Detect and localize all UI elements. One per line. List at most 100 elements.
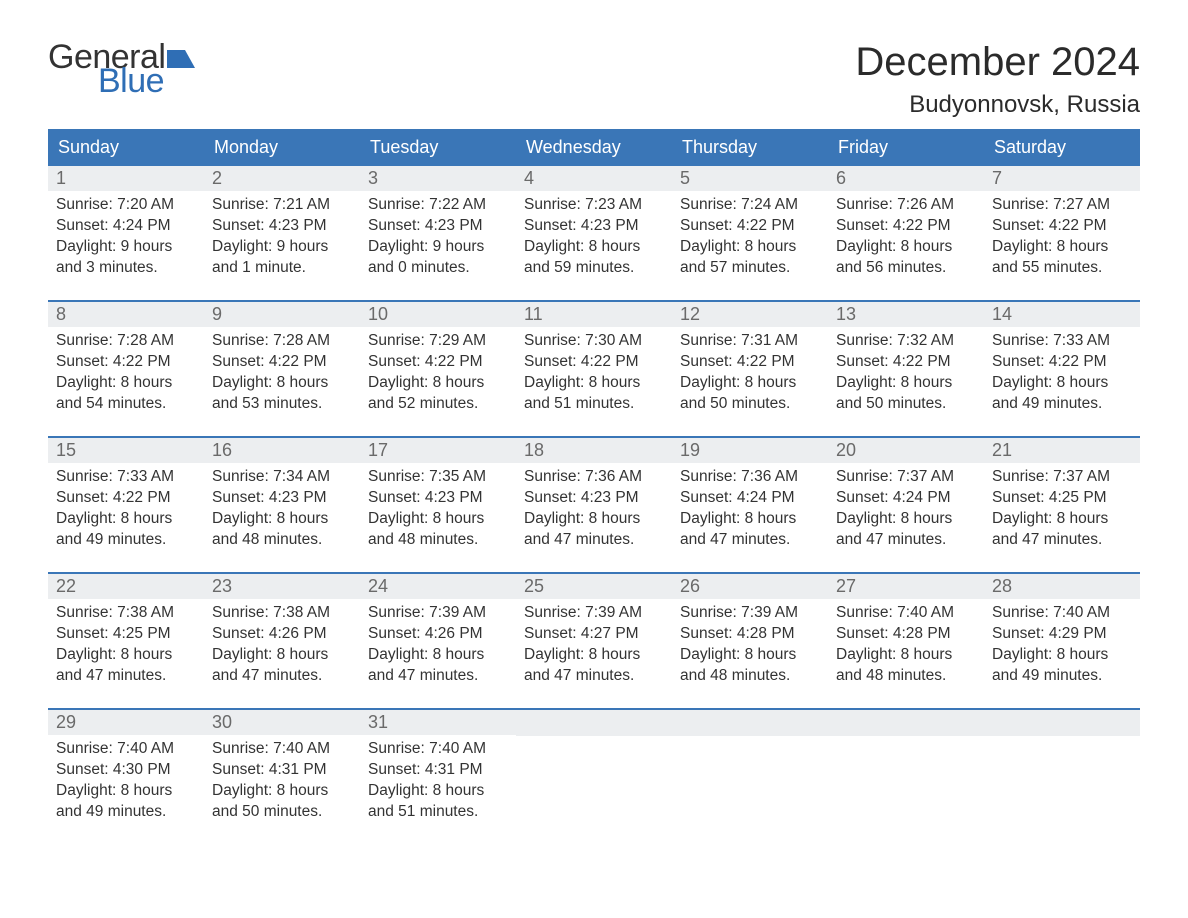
sunrise-text: Sunrise: 7:38 AM: [56, 603, 196, 624]
weekday-header: Thursday: [672, 129, 828, 166]
page: General Blue December 2024 Budyonnovsk, …: [0, 0, 1188, 872]
daynum-row: 10: [360, 302, 516, 327]
daynum-row: 16: [204, 438, 360, 463]
weekday-header: Wednesday: [516, 129, 672, 166]
calendar-day: 14Sunrise: 7:33 AMSunset: 4:22 PMDayligh…: [984, 302, 1140, 424]
calendar-day: 19Sunrise: 7:36 AMSunset: 4:24 PMDayligh…: [672, 438, 828, 560]
day-body: Sunrise: 7:22 AMSunset: 4:23 PMDaylight:…: [360, 191, 516, 287]
day-number: 7: [992, 168, 1002, 188]
daynum-row: 31: [360, 710, 516, 735]
daylight-text-1: Daylight: 8 hours: [368, 781, 508, 802]
sunset-text: Sunset: 4:23 PM: [524, 216, 664, 237]
day-body: Sunrise: 7:33 AMSunset: 4:22 PMDaylight:…: [984, 327, 1140, 423]
daynum-row: 9: [204, 302, 360, 327]
sunrise-text: Sunrise: 7:26 AM: [836, 195, 976, 216]
day-number: 26: [680, 576, 700, 596]
sunset-text: Sunset: 4:22 PM: [836, 352, 976, 373]
calendar-day: 21Sunrise: 7:37 AMSunset: 4:25 PMDayligh…: [984, 438, 1140, 560]
daylight-text-1: Daylight: 8 hours: [836, 645, 976, 666]
daylight-text-1: Daylight: 8 hours: [836, 237, 976, 258]
sunset-text: Sunset: 4:23 PM: [212, 488, 352, 509]
sunset-text: Sunset: 4:31 PM: [212, 760, 352, 781]
daylight-text-2: and 47 minutes.: [212, 666, 352, 687]
day-body: Sunrise: 7:40 AMSunset: 4:30 PMDaylight:…: [48, 735, 204, 831]
sunset-text: Sunset: 4:26 PM: [212, 624, 352, 645]
weeks-container: 1Sunrise: 7:20 AMSunset: 4:24 PMDaylight…: [48, 166, 1140, 832]
day-body: Sunrise: 7:39 AMSunset: 4:28 PMDaylight:…: [672, 599, 828, 695]
day-number: 23: [212, 576, 232, 596]
day-number: 22: [56, 576, 76, 596]
daynum-row: 23: [204, 574, 360, 599]
daylight-text-1: Daylight: 8 hours: [56, 373, 196, 394]
day-number: 31: [368, 712, 388, 732]
daynum-row: 27: [828, 574, 984, 599]
daylight-text-1: Daylight: 9 hours: [56, 237, 196, 258]
sunrise-text: Sunrise: 7:24 AM: [680, 195, 820, 216]
day-number: 17: [368, 440, 388, 460]
title-block: December 2024 Budyonnovsk, Russia: [855, 40, 1140, 119]
day-body: Sunrise: 7:40 AMSunset: 4:29 PMDaylight:…: [984, 599, 1140, 695]
day-number: 30: [212, 712, 232, 732]
calendar-day: 9Sunrise: 7:28 AMSunset: 4:22 PMDaylight…: [204, 302, 360, 424]
sunrise-text: Sunrise: 7:37 AM: [992, 467, 1132, 488]
day-number: 2: [212, 168, 222, 188]
calendar: Sunday Monday Tuesday Wednesday Thursday…: [48, 129, 1140, 832]
calendar-day: 4Sunrise: 7:23 AMSunset: 4:23 PMDaylight…: [516, 166, 672, 288]
daynum-row: 22: [48, 574, 204, 599]
daylight-text-2: and 47 minutes.: [680, 530, 820, 551]
daynum-row: 11: [516, 302, 672, 327]
weekday-header: Saturday: [984, 129, 1140, 166]
sunset-text: Sunset: 4:23 PM: [524, 488, 664, 509]
daylight-text-1: Daylight: 8 hours: [524, 373, 664, 394]
sunrise-text: Sunrise: 7:32 AM: [836, 331, 976, 352]
header: General Blue December 2024 Budyonnovsk, …: [48, 40, 1140, 119]
daynum-row: [828, 710, 984, 736]
logo: General Blue: [48, 40, 195, 98]
calendar-day: 26 Sunrise: 7:39 AMSunset: 4:28 PMDayligh…: [672, 574, 828, 696]
daylight-text-1: Daylight: 8 hours: [992, 645, 1132, 666]
day-body: Sunrise: 7:40 AMSunset: 4:28 PMDaylight:…: [828, 599, 984, 695]
day-body: Sunrise: 7:38 AMSunset: 4:25 PMDaylight:…: [48, 599, 204, 695]
daylight-text-1: Daylight: 8 hours: [368, 645, 508, 666]
calendar-day: 2Sunrise: 7:21 AMSunset: 4:23 PMDaylight…: [204, 166, 360, 288]
daylight-text-1: Daylight: 8 hours: [368, 373, 508, 394]
day-body: Sunrise: 7:33 AMSunset: 4:22 PMDaylight:…: [48, 463, 204, 559]
day-number: 11: [524, 304, 543, 324]
daynum-row: 12: [672, 302, 828, 327]
daylight-text-1: Daylight: 8 hours: [368, 509, 508, 530]
sunset-text: Sunset: 4:24 PM: [56, 216, 196, 237]
daylight-text-1: Daylight: 8 hours: [992, 509, 1132, 530]
day-number: 1: [56, 168, 66, 188]
sunrise-text: Sunrise: 7:23 AM: [524, 195, 664, 216]
daynum-row: 3: [360, 166, 516, 191]
daynum-row: 8: [48, 302, 204, 327]
day-body: Sunrise: 7:36 AMSunset: 4:24 PMDaylight:…: [672, 463, 828, 559]
day-body: Sunrise: 7:26 AMSunset: 4:22 PMDaylight:…: [828, 191, 984, 287]
daylight-text-2: and 1 minute.: [212, 258, 352, 279]
sunset-text: Sunset: 4:22 PM: [524, 352, 664, 373]
sunrise-text: Sunrise: 7:36 AM: [524, 467, 664, 488]
daylight-text-2: and 49 minutes.: [56, 802, 196, 823]
daynum-row: 24: [360, 574, 516, 599]
daynum-row: [516, 710, 672, 736]
daynum-row: 18: [516, 438, 672, 463]
daynum-row: 29: [48, 710, 204, 735]
day-body: Sunrise: 7:29 AMSunset: 4:22 PMDaylight:…: [360, 327, 516, 423]
daylight-text-1: Daylight: 9 hours: [368, 237, 508, 258]
day-body: Sunrise: 7:39 AMSunset: 4:27 PMDaylight:…: [516, 599, 672, 695]
sunset-text: Sunset: 4:23 PM: [368, 216, 508, 237]
daylight-text-2: and 51 minutes.: [368, 802, 508, 823]
calendar-day: 6Sunrise: 7:26 AMSunset: 4:22 PMDaylight…: [828, 166, 984, 288]
daynum-row: 25: [516, 574, 672, 599]
daylight-text-1: Daylight: 9 hours: [212, 237, 352, 258]
daylight-text-1: Daylight: 8 hours: [524, 237, 664, 258]
daylight-text-1: Daylight: 8 hours: [212, 509, 352, 530]
sunrise-text: Sunrise: 7:36 AM: [680, 467, 820, 488]
daylight-text-2: and 47 minutes.: [836, 530, 976, 551]
sunset-text: Sunset: 4:22 PM: [992, 352, 1132, 373]
sunset-text: Sunset: 4:28 PM: [680, 624, 820, 645]
sunset-text: Sunset: 4:22 PM: [992, 216, 1132, 237]
day-number: 15: [56, 440, 76, 460]
day-number: 29: [56, 712, 76, 732]
calendar-day: 1Sunrise: 7:20 AMSunset: 4:24 PMDaylight…: [48, 166, 204, 288]
